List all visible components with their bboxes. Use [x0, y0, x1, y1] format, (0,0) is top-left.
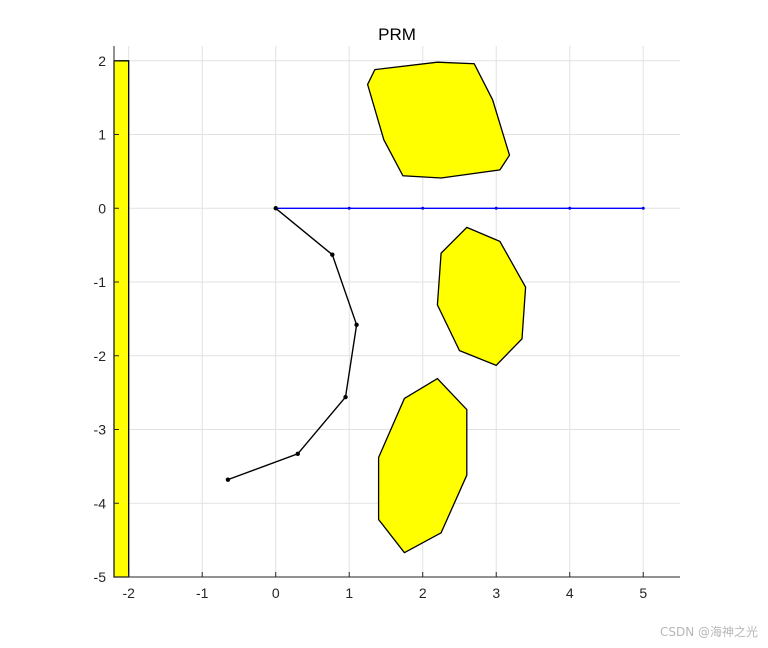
y-tick-label-2: 0	[98, 200, 106, 216]
obstacle-3	[377, 377, 468, 554]
series-0-point-2	[421, 206, 425, 210]
obstacle-2	[436, 226, 527, 367]
axes: -2 -1 0 1 2 3 4 5 2 1 0 -1 -2 -3 -4 -5	[94, 46, 680, 601]
x-tick-label-6: 4	[566, 585, 574, 601]
y-tick-label-3: -1	[94, 274, 107, 290]
series-1-point-1	[330, 252, 335, 257]
series-0-point-5	[641, 206, 645, 210]
x-tick-label-2: 0	[272, 585, 280, 601]
y-tick-label-0: 2	[98, 53, 106, 69]
series-1-point-5	[225, 477, 231, 482]
series-0-point-1	[347, 206, 351, 210]
path-series	[225, 206, 645, 482]
x-tick-label-1: -1	[196, 585, 209, 601]
y-tick-label-6: -4	[94, 495, 107, 511]
obstacle-1	[366, 61, 511, 179]
obstacles	[113, 60, 527, 578]
watermark-text: CSDN @海神之光	[659, 625, 758, 639]
x-tick-label-4: 2	[419, 585, 427, 601]
series-0-point-3	[494, 206, 498, 210]
x-tick-label-0: -2	[122, 585, 135, 601]
series-0-point-4	[568, 206, 572, 210]
y-tick-label-1: 1	[98, 127, 106, 143]
series-1-point-4	[295, 451, 300, 457]
x-tick-label-5: 3	[492, 585, 500, 601]
series-1-point-3	[343, 394, 348, 400]
x-tick-label-7: 5	[639, 585, 647, 601]
y-tick-label-5: -3	[94, 422, 107, 438]
obstacle-0	[113, 60, 130, 578]
series-1-point-0	[273, 206, 278, 211]
y-tick-label-7: -5	[94, 569, 107, 585]
x-tick-label-3: 1	[345, 585, 353, 601]
chart-title: PRM	[378, 25, 416, 44]
y-tick-label-4: -2	[94, 348, 107, 364]
series-line-1	[227, 207, 358, 481]
series-1-point-2	[354, 322, 359, 327]
